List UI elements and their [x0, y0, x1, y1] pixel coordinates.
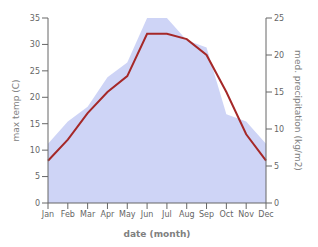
svg-text:Jul: Jul	[161, 210, 172, 219]
svg-text:Sep: Sep	[199, 210, 214, 219]
svg-text:0: 0	[274, 199, 279, 208]
svg-text:Aug: Aug	[179, 210, 195, 219]
svg-text:25: 25	[30, 67, 40, 76]
svg-text:10: 10	[274, 125, 284, 134]
svg-text:Feb: Feb	[61, 210, 75, 219]
svg-text:15: 15	[30, 120, 40, 129]
svg-text:0: 0	[35, 199, 40, 208]
svg-text:Oct: Oct	[219, 210, 233, 219]
svg-text:15: 15	[274, 88, 284, 97]
svg-text:med. precipitation (kg/m2): med. precipitation (kg/m2)	[293, 50, 303, 171]
svg-text:35: 35	[30, 14, 40, 23]
svg-text:10: 10	[30, 146, 40, 155]
svg-text:5: 5	[274, 162, 279, 171]
svg-text:max temp (C): max temp (C)	[11, 79, 21, 141]
svg-text:20: 20	[274, 51, 284, 60]
svg-text:20: 20	[30, 93, 40, 102]
svg-text:Mar: Mar	[80, 210, 96, 219]
svg-text:date (month): date (month)	[124, 229, 191, 239]
svg-text:25: 25	[274, 14, 284, 23]
svg-text:Nov: Nov	[238, 210, 254, 219]
svg-text:5: 5	[35, 172, 40, 181]
svg-text:May: May	[119, 210, 136, 219]
svg-text:Jan: Jan	[41, 210, 54, 219]
svg-text:30: 30	[30, 40, 40, 49]
svg-text:Jun: Jun	[140, 210, 154, 219]
svg-text:Dec: Dec	[258, 210, 273, 219]
svg-text:Apr: Apr	[101, 210, 116, 219]
